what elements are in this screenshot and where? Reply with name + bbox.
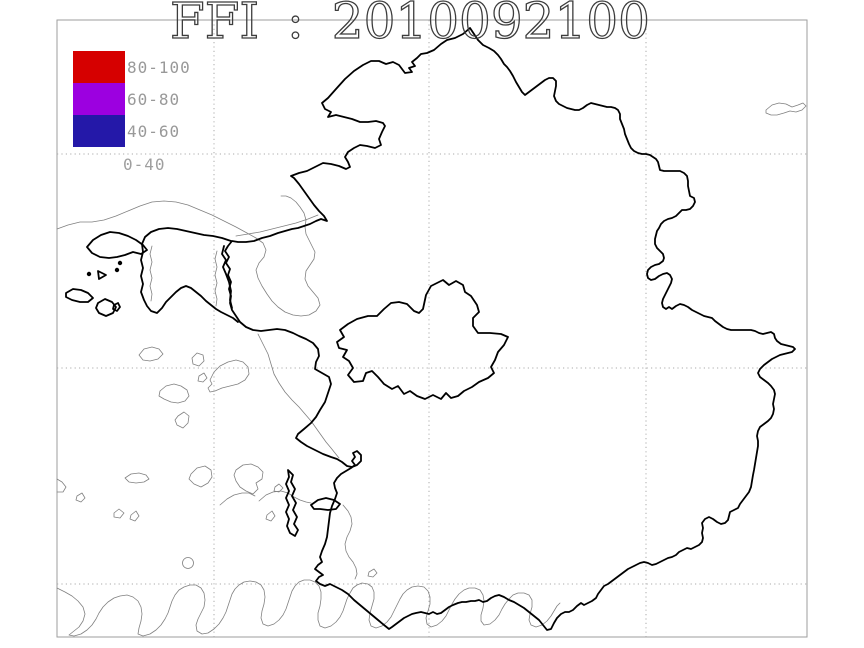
island-thick (310, 497, 341, 511)
island-thin (265, 510, 276, 522)
legend-row: 40-60 (73, 115, 191, 147)
island-thin (233, 463, 264, 495)
enclave-boundary (336, 279, 509, 400)
coastline-south-meander (56, 579, 561, 637)
island-thin (174, 411, 190, 429)
graticule-grid (57, 20, 807, 637)
island-thin (75, 492, 86, 503)
island-thin (197, 372, 208, 383)
legend-swatch-40-60 (73, 115, 125, 147)
island-thin (158, 383, 190, 404)
island-thin (273, 483, 284, 493)
island-thin (182, 557, 194, 569)
island-thin (188, 465, 213, 488)
coastline-squiggle (342, 504, 358, 580)
coastline-northwest (56, 195, 321, 317)
island-thin (138, 346, 164, 362)
coastline-squiggle (258, 490, 312, 504)
coastline-squiggle (219, 492, 256, 506)
legend-label: 80-100 (127, 57, 191, 77)
island-thick (95, 298, 117, 317)
legend-row: 80-100 (73, 51, 191, 83)
island-thin (191, 352, 205, 367)
island-thin (207, 359, 250, 393)
island-thin (113, 508, 125, 519)
coastline-bay-inner (149, 245, 153, 302)
island-thick-elongated (285, 469, 299, 537)
island-thick (65, 288, 94, 303)
bay-east-shore (221, 245, 233, 309)
island-thick (86, 231, 148, 259)
legend-swatch-60-80 (73, 83, 125, 115)
island-thick (112, 302, 121, 312)
island-thin (129, 510, 140, 522)
legend: 80-100 60-80 40-60 0-40 (73, 51, 191, 174)
legend-label: 40-60 (127, 121, 181, 141)
island-thin (124, 472, 150, 484)
legend-row: 60-80 (73, 83, 191, 115)
island-thin (56, 478, 67, 493)
legend-swatch-80-100 (73, 51, 125, 83)
plot-title: FFI : 2010092100 (169, 0, 650, 50)
legend-label: 60-80 (127, 89, 181, 109)
peninsula-outline (140, 227, 239, 323)
island-thin (367, 568, 378, 578)
island-thin-northeast (765, 102, 807, 116)
islet-dot (114, 267, 120, 273)
boundary-layer (65, 27, 796, 631)
coastline-layer (56, 102, 807, 637)
coastline-bay-inner (214, 250, 218, 307)
plot-frame (56, 19, 808, 638)
island-thick (97, 270, 107, 280)
coastline-ridge (235, 214, 319, 237)
legend-label-0-40: 0-40 (123, 155, 166, 174)
province-boundary (224, 27, 796, 631)
coastline-channel (257, 333, 340, 459)
islet-dot (117, 260, 123, 266)
islet-dot (86, 271, 92, 277)
